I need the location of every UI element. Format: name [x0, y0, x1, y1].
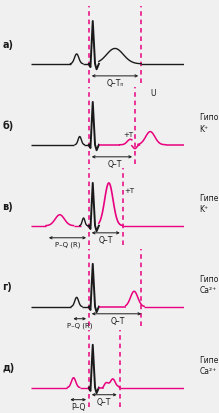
Text: Q–Tₙ: Q–Tₙ [106, 79, 124, 88]
Text: Q–T: Q–T [108, 160, 122, 169]
Text: Q–T: Q–T [99, 236, 113, 245]
Text: г): г) [2, 282, 12, 292]
Text: Q–T: Q–T [111, 317, 125, 326]
Text: в): в) [2, 202, 13, 211]
Text: P–Q: P–Q [71, 403, 85, 412]
Text: P–Q (R): P–Q (R) [55, 241, 80, 247]
Text: Гипер
K⁺: Гипер K⁺ [199, 195, 219, 214]
Text: а): а) [2, 40, 13, 50]
Text: +T: +T [123, 132, 134, 138]
Text: +T: +T [124, 188, 134, 194]
Text: Гипо
K⁺: Гипо K⁺ [199, 114, 219, 133]
Text: д): д) [2, 363, 14, 373]
Text: Гипер
Ca²⁺: Гипер Ca²⁺ [199, 356, 219, 376]
Text: б): б) [2, 120, 13, 131]
Text: Q–T: Q–T [97, 398, 111, 407]
Text: Гипо
Ca²⁺: Гипо Ca²⁺ [199, 275, 219, 295]
Text: U: U [150, 90, 156, 98]
Text: P–Q (R): P–Q (R) [67, 322, 92, 328]
